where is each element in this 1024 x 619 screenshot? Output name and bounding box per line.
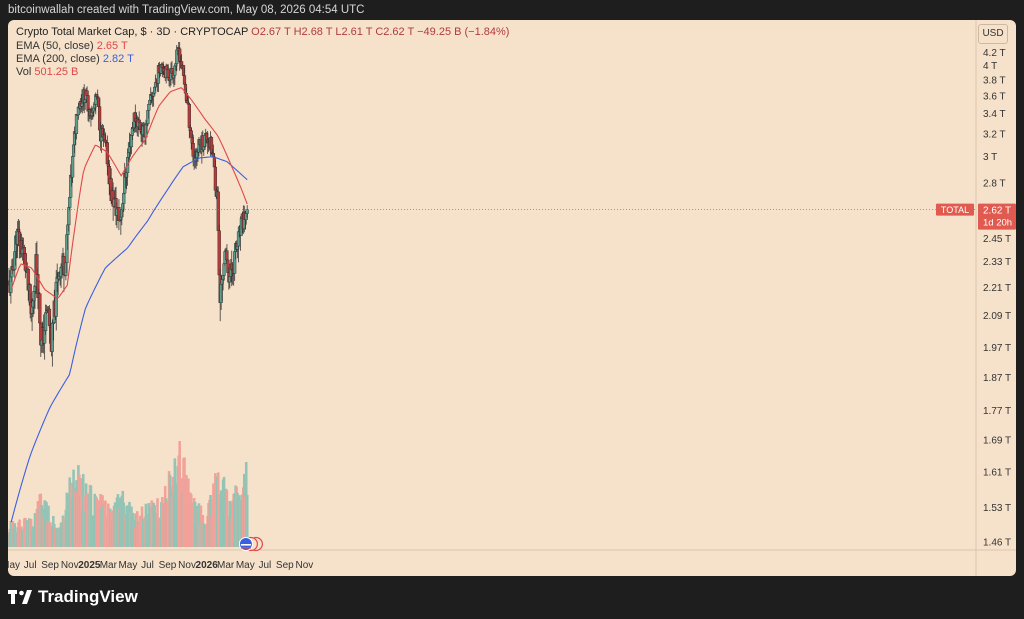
x-tick-label: Sep <box>41 560 59 571</box>
candle-body <box>147 104 151 111</box>
y-tick-label: 1.46 T <box>983 538 1011 549</box>
y-tick-label: 2.09 T <box>983 311 1011 322</box>
y-tick-label: 2.45 T <box>983 234 1011 245</box>
y-tick-label: 1.69 T <box>983 435 1011 446</box>
volume-bar <box>178 440 181 547</box>
x-tick-label: May <box>236 560 255 571</box>
y-tick-label: 1.87 T <box>983 373 1011 384</box>
legend-ema50[interactable]: EMA (50, close) 2.65 T <box>16 40 128 52</box>
ema200-line <box>10 156 248 523</box>
currency-selector-button[interactable]: USD <box>978 24 1008 44</box>
x-tick-label: May <box>8 560 20 571</box>
volume-value: 501.25 B <box>34 66 79 78</box>
ohlc-values: O2.67 T H2.68 T L2.61 T C2.62 T −49.25 B… <box>251 26 510 38</box>
volume-label: Vol <box>16 66 32 78</box>
candle-body <box>74 113 79 134</box>
candle-body <box>225 250 229 261</box>
candle-body <box>22 247 26 254</box>
price-tag-value: 2.62 T <box>983 206 1011 217</box>
x-tick-label: Sep <box>159 560 177 571</box>
chart-credit: bitcoinwallah created with TradingView.c… <box>8 4 365 16</box>
x-tick-label: Jul <box>24 560 37 571</box>
volume-bar <box>197 503 201 547</box>
chart-title: Crypto Total Market Cap, $ · 3D · CRYPTO… <box>16 26 249 38</box>
legend-ema200[interactable]: EMA (200, close) 2.82 T <box>16 53 134 65</box>
y-tick-label: 4.2 T <box>983 48 1006 59</box>
legend-volume[interactable]: Vol 501.25 B <box>16 66 78 78</box>
x-tick-label: 2025 <box>78 560 101 571</box>
y-tick-label: 1.77 T <box>983 406 1011 417</box>
x-tick-label: Sep <box>276 560 294 571</box>
ema50-line <box>10 87 248 299</box>
y-tick-label: 1.97 T <box>983 343 1011 354</box>
y-tick-label: 1.53 T <box>983 503 1011 514</box>
symbol-tag-label: TOTAL <box>941 205 969 215</box>
candle-body <box>71 156 75 178</box>
candle-body <box>44 312 48 332</box>
symbol-tag-box <box>936 203 974 216</box>
volume-bar <box>245 494 249 547</box>
tradingview-logo-icon <box>8 590 32 604</box>
x-tick-label: Mar <box>100 560 118 571</box>
candle-body <box>38 293 42 324</box>
y-tick-label: 3.4 T <box>983 109 1006 120</box>
candle-body <box>217 230 221 276</box>
x-tick-label: Nov <box>296 560 314 571</box>
price-tag-countdown: 1d 20h <box>983 218 1012 229</box>
candle-body <box>85 90 89 96</box>
tradingview-logo[interactable]: TradingView <box>8 587 138 607</box>
candle-body <box>103 139 108 143</box>
us-flag-stripe-icon <box>240 547 251 549</box>
x-tick-label: Jul <box>141 560 154 571</box>
ema200-value: 2.82 T <box>102 53 134 65</box>
y-tick-label: 3 T <box>983 152 997 163</box>
x-tick-label: Nov <box>61 560 79 571</box>
y-tick-label: 2.33 T <box>983 257 1011 268</box>
x-tick-label: 2026 <box>196 560 219 571</box>
y-tick-label: 4 T <box>983 61 997 72</box>
candle-body <box>23 253 27 271</box>
candle-body <box>187 103 191 128</box>
candle-body <box>122 192 126 204</box>
chart-canvas[interactable]: 4.2 T 4 T 3.8 T 3.6 T 3.4 T 3.2 T 3 T 2.8 T 2.45… <box>8 20 1016 576</box>
y-tick-label: 3.8 T <box>983 75 1006 86</box>
ema50-label: EMA (50, close) <box>16 40 94 52</box>
y-tick-label: 2.8 T <box>983 178 1006 189</box>
y-tick-label: 2.21 T <box>983 283 1011 294</box>
x-tick-label: May <box>118 560 137 571</box>
candle-body <box>68 197 72 208</box>
y-tick-label: 3.6 T <box>983 91 1006 102</box>
legend-line-1: Crypto Total Market Cap, $ · 3D · CRYPTO… <box>16 26 509 38</box>
ema50-value: 2.65 T <box>96 40 128 52</box>
x-tick-label: Jul <box>258 560 271 571</box>
ema200-label: EMA (200, close) <box>16 53 100 65</box>
candle-body <box>213 166 217 191</box>
chart-panel[interactable]: 4.2 T 4 T 3.8 T 3.6 T 3.4 T 3.2 T 3 T 2.8 T 2.45… <box>8 20 1016 576</box>
us-flag-stripe-icon <box>240 544 251 546</box>
x-tick-label: Nov <box>178 560 196 571</box>
x-tick-label: Mar <box>217 560 235 571</box>
candle-body <box>245 209 249 214</box>
tradingview-brand-text: TradingView <box>38 587 138 606</box>
y-tick-label: 1.61 T <box>983 468 1011 479</box>
price-tag-box <box>978 203 1016 230</box>
y-tick-label: 3.2 T <box>983 129 1006 140</box>
candle-body <box>166 69 170 79</box>
